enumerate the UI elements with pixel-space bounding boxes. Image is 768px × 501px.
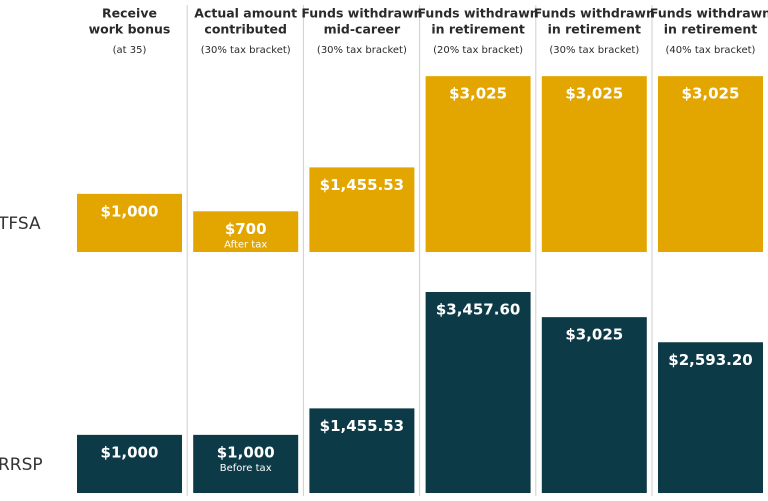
value-label: $3,025 (449, 85, 507, 103)
bar (193, 211, 299, 252)
value-label: $1,000 (101, 443, 159, 461)
value-label: $3,025 (565, 85, 623, 103)
column-header: Receive (102, 6, 157, 21)
bar (425, 292, 531, 493)
column-note: (at 35) (113, 45, 147, 56)
column-header: work bonus (89, 22, 171, 37)
bar (77, 193, 182, 252)
value-label: $3,025 (565, 326, 623, 344)
column-header: in retirement (548, 22, 641, 37)
column-header: Funds withdrawn (534, 6, 655, 21)
column-header: Funds withdrawn (301, 6, 422, 21)
bar (77, 434, 182, 493)
column-note: (20% tax bracket) (433, 45, 523, 56)
column-note: (30% tax bracket) (201, 45, 291, 56)
column-note: (30% tax bracket) (549, 45, 639, 56)
column-header: contributed (204, 22, 287, 37)
bar (425, 76, 531, 252)
column-header: in retirement (431, 22, 524, 37)
value-sublabel: After tax (224, 239, 267, 250)
bar (541, 317, 647, 493)
bar (541, 76, 647, 252)
column-note: (30% tax bracket) (317, 45, 407, 56)
column-header: Funds withdrawn (418, 6, 539, 21)
value-label: $3,457.60 (436, 301, 520, 319)
column-header: mid-career (324, 22, 401, 37)
bar (309, 167, 415, 252)
column-header: Actual amount (194, 6, 297, 21)
bar (658, 342, 763, 493)
value-label: $700 (225, 220, 267, 238)
row-label: TFSA (0, 214, 41, 234)
value-label: $1,455.53 (320, 417, 404, 435)
column-header: in retirement (664, 22, 757, 37)
value-label: $1,000 (101, 202, 159, 220)
column-note: (40% tax bracket) (666, 45, 756, 56)
row-label: RRSP (0, 455, 43, 475)
value-label: $1,455.53 (320, 176, 404, 194)
value-label: $2,593.20 (668, 351, 752, 369)
bar (193, 434, 299, 493)
bar (658, 76, 763, 252)
bar (309, 408, 415, 493)
value-label: $1,000 (217, 443, 275, 461)
value-sublabel: Before tax (220, 463, 272, 474)
value-label: $3,025 (682, 85, 740, 103)
column-header: Funds withdrawn (650, 6, 768, 21)
